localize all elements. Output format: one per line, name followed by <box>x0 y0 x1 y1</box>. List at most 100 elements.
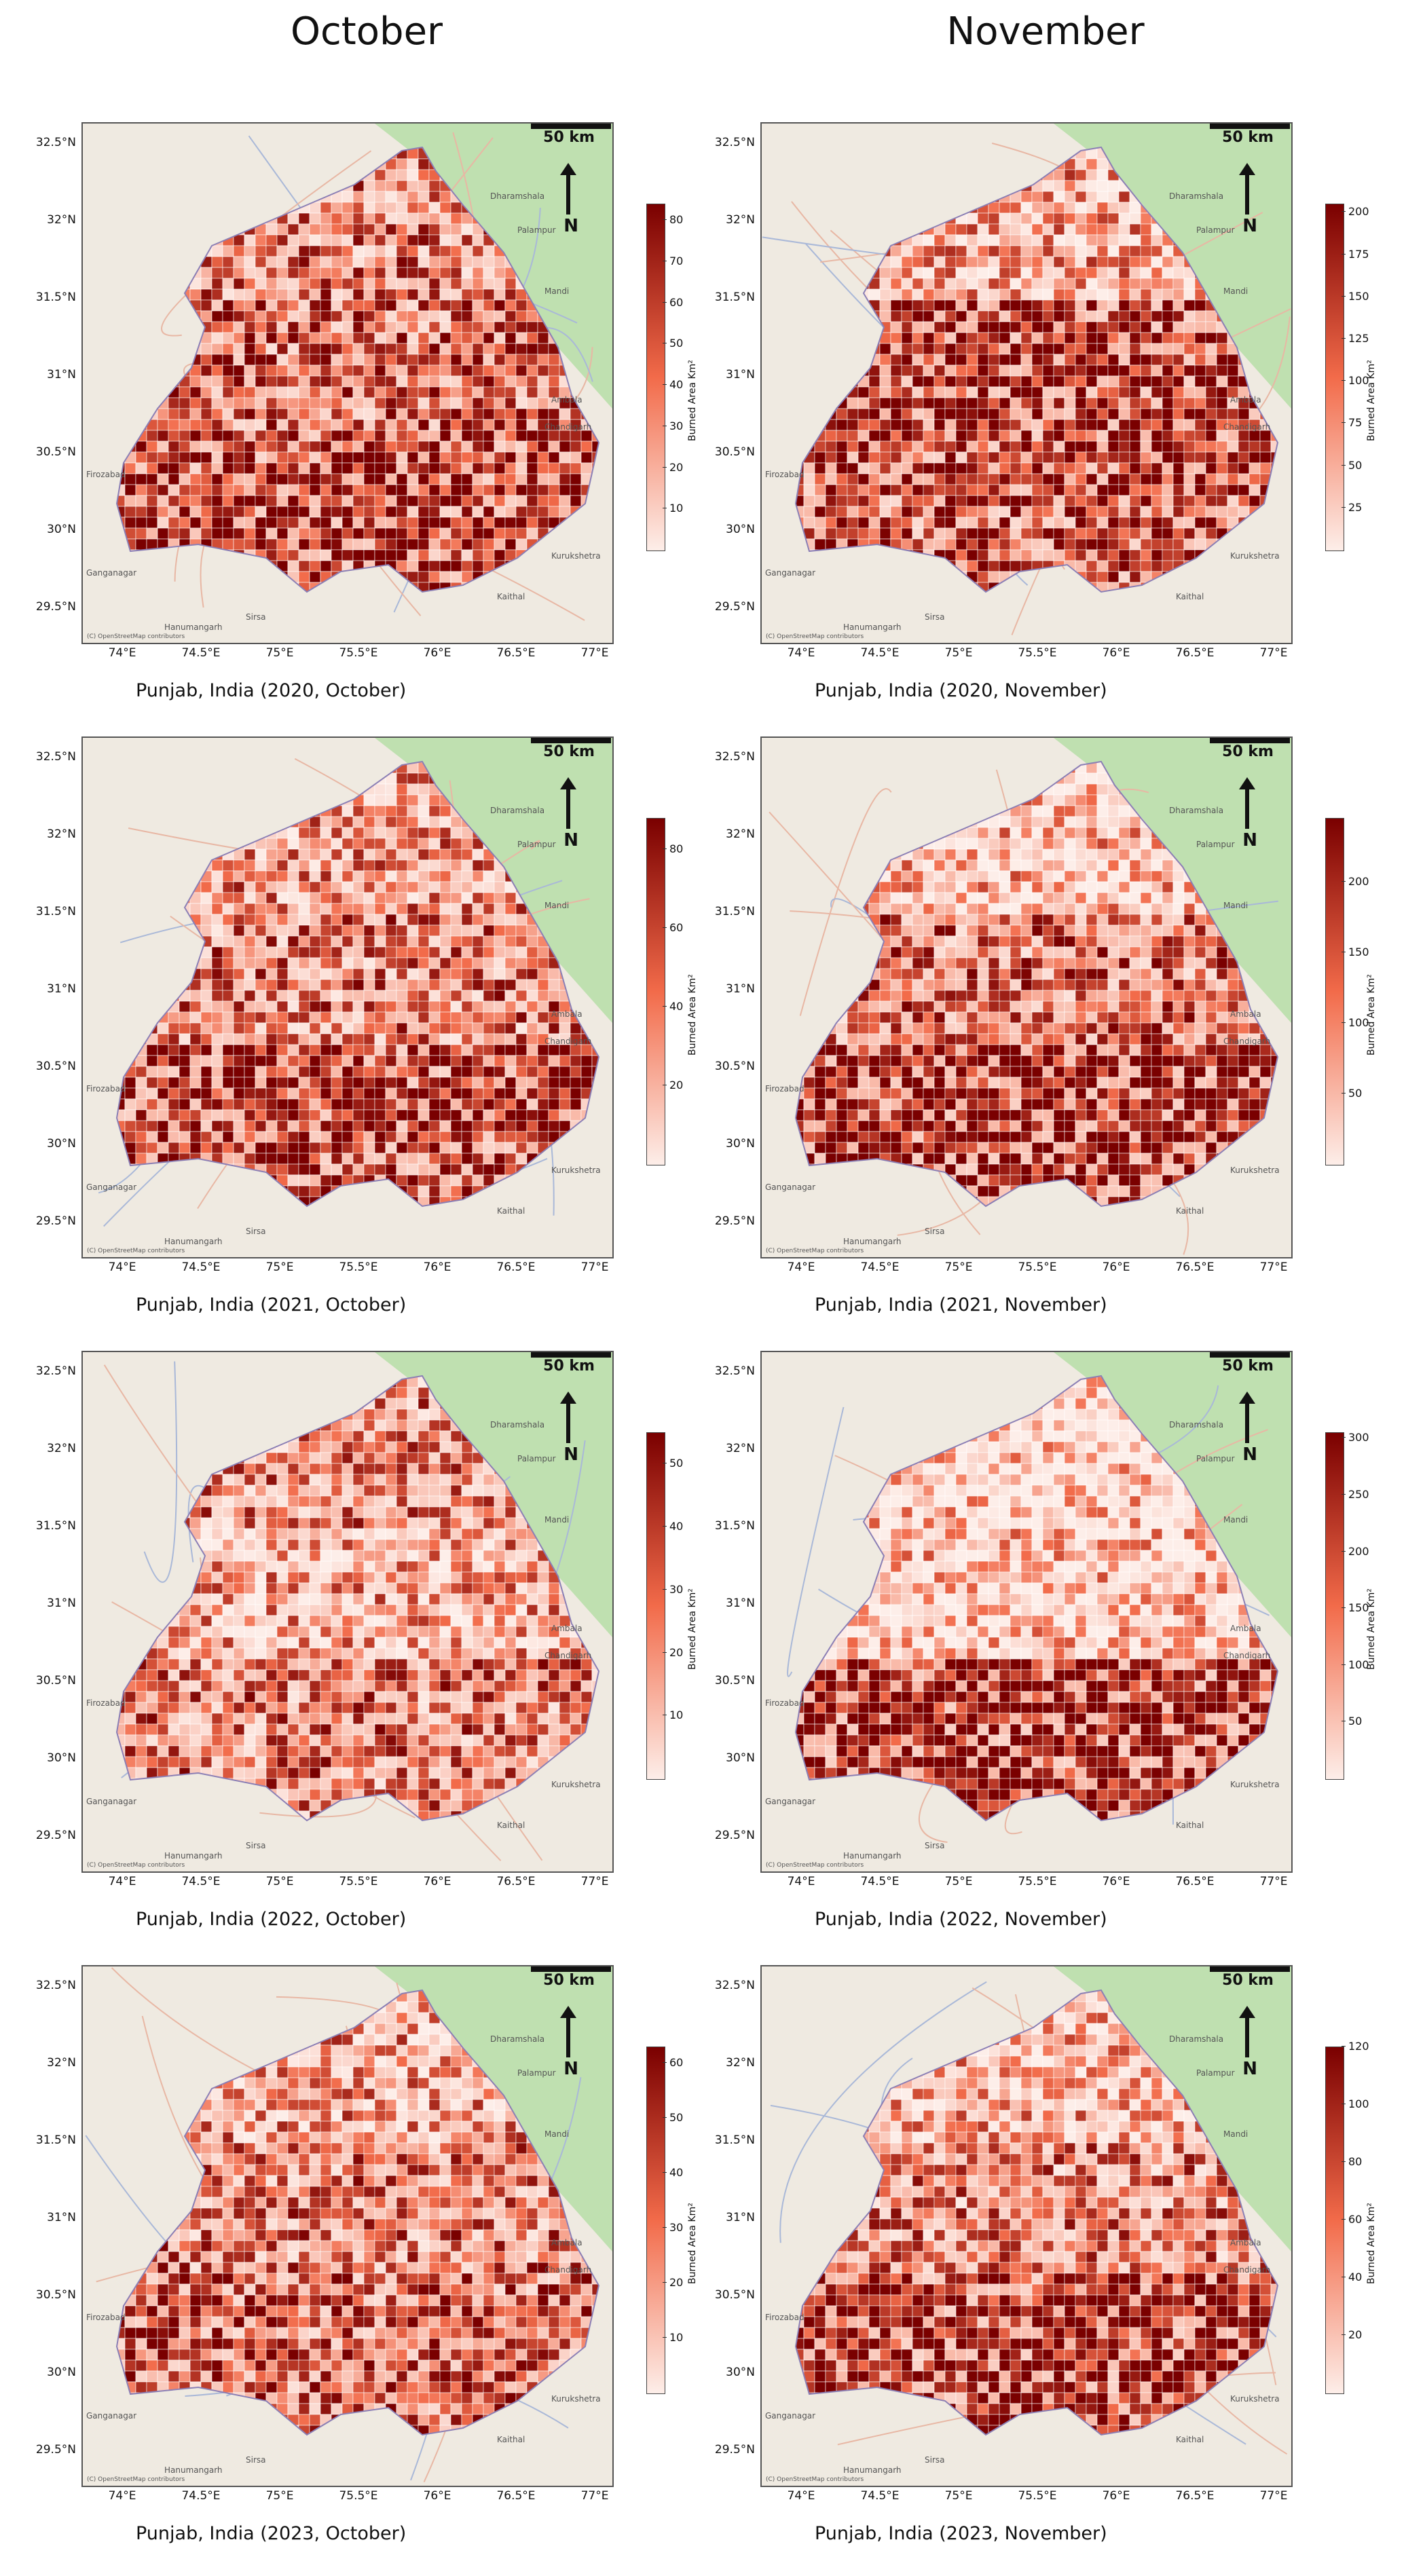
burned-cell <box>1075 528 1086 539</box>
burned-cell <box>1184 387 1195 398</box>
burned-cell <box>179 593 190 604</box>
burned-cell <box>782 452 793 463</box>
burned-cell <box>136 762 147 773</box>
burned-cell <box>1260 506 1271 517</box>
burned-cell <box>483 860 494 871</box>
burned-cell <box>1130 354 1141 365</box>
burned-cell <box>1173 267 1184 278</box>
burned-cell <box>266 289 277 300</box>
burned-cell <box>201 893 212 903</box>
burned-cell <box>1043 517 1054 528</box>
burned-cell <box>179 561 190 572</box>
burned-cell <box>1141 582 1151 593</box>
burned-cell <box>125 882 136 893</box>
burned-cell <box>375 137 386 148</box>
burned-cell <box>179 159 190 170</box>
burned-cell <box>967 322 978 333</box>
burned-cell <box>826 398 836 409</box>
burned-cell <box>956 137 967 148</box>
burned-cell <box>483 517 494 528</box>
burned-cell <box>836 387 847 398</box>
burned-cell <box>320 419 331 430</box>
burned-cell <box>847 181 858 191</box>
burned-cell <box>505 289 516 300</box>
burned-cell <box>826 333 836 343</box>
burned-cell <box>114 795 125 806</box>
burned-cell <box>168 398 179 409</box>
burned-cell <box>934 289 945 300</box>
burned-cell <box>299 773 310 784</box>
burned-cell <box>988 419 999 430</box>
burned-cell <box>815 539 826 550</box>
burned-cell <box>223 882 234 893</box>
burned-cell <box>234 751 244 762</box>
burned-cell <box>1054 322 1065 333</box>
burned-cell <box>483 452 494 463</box>
burned-cell <box>418 181 429 191</box>
burned-cell <box>136 191 147 202</box>
burned-cell <box>847 409 858 419</box>
burned-cell <box>1010 582 1021 593</box>
burned-cell <box>483 311 494 322</box>
burned-cell <box>1162 398 1173 409</box>
burned-cell <box>407 257 418 267</box>
burned-cell <box>418 441 429 452</box>
burned-cell <box>826 572 836 582</box>
burned-cell <box>1195 398 1206 409</box>
burned-cell <box>396 257 407 267</box>
burned-cell <box>234 278 244 289</box>
burned-cell <box>804 354 815 365</box>
burned-cell <box>793 419 804 430</box>
burned-cell <box>223 148 234 159</box>
burned-cell <box>277 311 288 322</box>
burned-cell <box>1151 485 1162 496</box>
burned-cell <box>1032 593 1043 604</box>
burned-cell <box>234 849 244 860</box>
burned-cell <box>320 751 331 762</box>
burned-cell <box>891 409 902 419</box>
burned-cell <box>956 604 967 615</box>
burned-cell <box>103 300 114 311</box>
burned-cell <box>505 430 516 441</box>
burned-cell <box>1119 235 1130 246</box>
burned-cell <box>570 496 581 506</box>
burned-cell <box>451 213 462 224</box>
burned-cell <box>934 311 945 322</box>
burned-cell <box>505 452 516 463</box>
burned-cell <box>223 322 234 333</box>
burned-cell <box>320 441 331 452</box>
burned-cell <box>483 474 494 485</box>
burned-cell <box>244 827 255 838</box>
burned-cell <box>1108 365 1119 376</box>
burned-cell <box>462 441 473 452</box>
burned-cell <box>331 311 342 322</box>
burned-cell <box>793 224 804 235</box>
burned-cell <box>912 441 923 452</box>
burned-cell <box>1086 267 1097 278</box>
burned-cell <box>147 561 158 572</box>
burned-cell <box>190 191 201 202</box>
burned-cell <box>234 246 244 257</box>
burned-cell <box>136 561 147 572</box>
burned-cell <box>815 561 826 572</box>
burned-cell <box>223 784 234 795</box>
burned-cell <box>1086 213 1097 224</box>
burned-cell <box>1271 604 1282 615</box>
burned-cell <box>147 604 158 615</box>
burned-cell <box>1130 561 1141 572</box>
burned-cell <box>255 806 266 817</box>
burned-cell <box>353 860 364 871</box>
burned-cell <box>212 170 223 181</box>
burned-cell <box>1151 387 1162 398</box>
burned-cell <box>288 289 299 300</box>
burned-cell <box>234 561 244 572</box>
burned-cell <box>223 202 234 213</box>
burned-cell <box>793 148 804 159</box>
burned-cell <box>1173 452 1184 463</box>
burned-cell <box>1086 224 1097 235</box>
burned-cell <box>136 838 147 849</box>
burned-cell <box>793 409 804 419</box>
burned-cell <box>353 311 364 322</box>
burned-cell <box>266 322 277 333</box>
burned-cell <box>1195 604 1206 615</box>
